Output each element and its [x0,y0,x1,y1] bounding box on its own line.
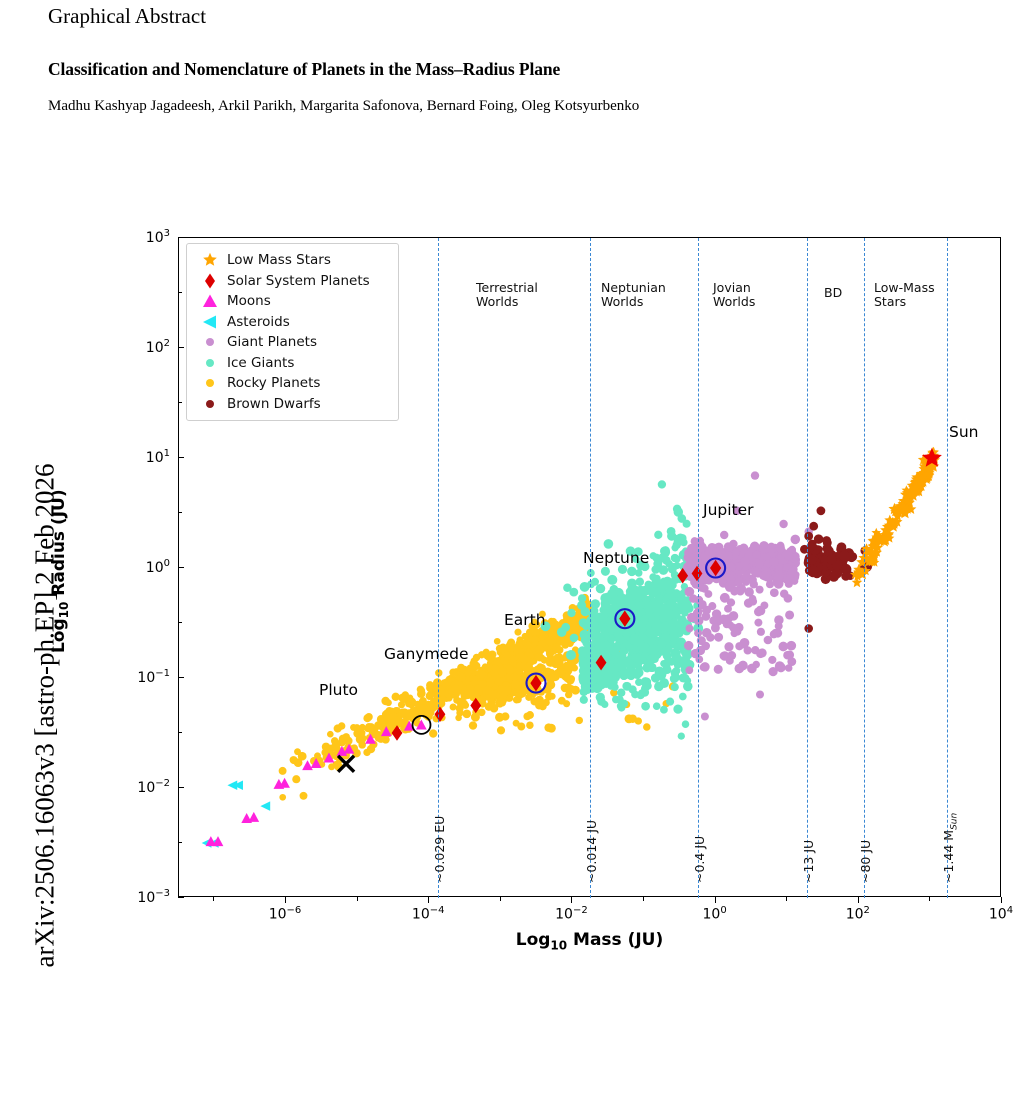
circle-marker [193,374,227,392]
circle-marker [193,395,227,413]
legend-item-ice-giants[interactable]: Ice Giants [193,353,390,374]
x-tick-label: 100 [702,905,727,923]
legend-item-low-mass-stars[interactable]: Low Mass Stars [193,250,390,271]
legend-item-brown-dwarfs[interactable]: Brown Dwarfs [193,394,390,415]
triangle-left-marker [193,313,227,331]
y-tick-label: 101 [145,448,170,466]
author-list: Madhu Kashyap Jagadeesh, Arkil Parikh, M… [48,98,640,114]
x-tick [1001,897,1002,903]
y-tick-label: 10−2 [137,778,170,796]
annotation-label-neptune: Neptune [583,549,650,567]
star-marker [193,251,227,269]
x-tick [285,897,287,903]
x-tick-label: 10−4 [411,905,445,923]
region-label-2: Neptunian Worlds [601,280,666,310]
graphical-abstract-heading: Graphical Abstract [48,4,207,28]
y-tick-minor [178,622,182,623]
region-label-5: Low-Mass Stars [874,280,935,310]
x-tick [428,897,430,903]
y-tick [178,897,184,898]
y-tick-minor [178,512,182,513]
legend-label: Brown Dwarfs [227,395,321,412]
y-tick-label: 103 [145,228,170,246]
y-tick-minor [178,292,182,293]
legend-item-rocky-planets[interactable]: Rocky Planets [193,373,390,394]
y-tick-label: 100 [145,558,170,576]
legend-label: Ice Giants [227,354,295,371]
y-tick-label: 10−3 [137,888,170,906]
annotation-label-earth: Earth [504,611,546,629]
legend-item-asteroids[interactable]: Asteroids [193,312,390,333]
circle-marker [193,333,227,351]
x-tick-label: 102 [845,905,870,923]
x-tick-label: 104 [988,905,1014,923]
annotation-label-pluto: Pluto [319,681,359,699]
chart-legend[interactable]: Low Mass Stars Solar System Planets Moons A… [186,243,399,421]
boundary-value-label-1: ~0.029 EU [432,815,447,883]
y-tick [178,237,184,238]
boundary-line-5 [864,238,865,898]
x-tick [571,897,573,903]
x-tick-minor [213,897,215,901]
boundary-value-label-5: ~80 JU [858,839,873,883]
x-tick-label: 10−6 [268,905,302,923]
annotation-label-sun: Sun [949,423,979,441]
x-tick-label: 10−2 [555,905,588,923]
y-tick-minor [178,732,182,733]
y-tick-label: 102 [145,338,170,356]
y-tick [178,787,184,788]
diamond-marker [193,272,227,290]
legend-label: Rocky Planets [227,375,321,392]
y-axis-title: Log10 Radius (JU) [48,489,72,654]
boundary-line-3 [698,238,699,898]
x-tick-minor [356,897,358,901]
y-tick-minor [178,842,182,843]
x-tick [857,897,859,903]
boundary-line-4 [807,238,808,898]
x-tick-minor [643,897,644,901]
boundary-value-label-4: ~13 JU [801,839,816,883]
boundary-line-2 [590,238,591,898]
legend-label: Asteroids [227,313,290,330]
y-tick-label: 10−1 [137,668,170,686]
x-axis-title: Log10 Mass (JU) [515,930,664,953]
x-tick-minor [786,897,788,901]
boundary-line-6 [947,238,948,898]
y-tick-minor [178,402,182,403]
legend-item-solar-system-planets[interactable]: Solar System Planets [193,271,390,292]
legend-label: Low Mass Stars [227,252,331,269]
boundary-value-label-3: ~0.4 JU [692,835,707,883]
legend-item-moons[interactable]: Moons [193,291,390,312]
x-tick-minor [499,897,501,901]
boundary-value-label-6: ~1.44 MSun [941,812,960,883]
scatter-canvas [179,238,1000,896]
legend-label: Giant Planets [227,334,317,351]
region-label-3: Jovian Worlds [713,280,756,310]
x-tick-minor [929,897,931,901]
region-label-4: BD [824,285,843,300]
legend-label: Solar System Planets [227,272,370,289]
y-tick [178,347,184,348]
boundary-line-1 [438,238,439,898]
x-tick [714,897,716,903]
scatter-points [201,446,942,848]
boundary-value-label-2: ~0.014 JU [584,819,599,883]
mass-radius-figure: Terrestrial Worlds Neptunian Worlds Jovian… [48,228,1014,953]
y-tick [178,567,184,568]
triangle-up-marker [193,292,227,310]
legend-label: Moons [227,293,271,310]
annotation-label-jupiter: Jupiter [703,501,754,519]
region-label-1: Terrestrial Worlds [476,280,538,310]
legend-item-giant-planets[interactable]: Giant Planets [193,332,390,353]
document-header: Graphical Abstract Classification and No… [48,0,948,115]
annotation-label-ganymede: Ganymede [384,645,469,663]
circle-marker [193,354,227,372]
page-title: Classification and Nomenclature of Plane… [48,59,561,79]
y-tick [178,457,184,458]
y-tick [178,677,184,678]
